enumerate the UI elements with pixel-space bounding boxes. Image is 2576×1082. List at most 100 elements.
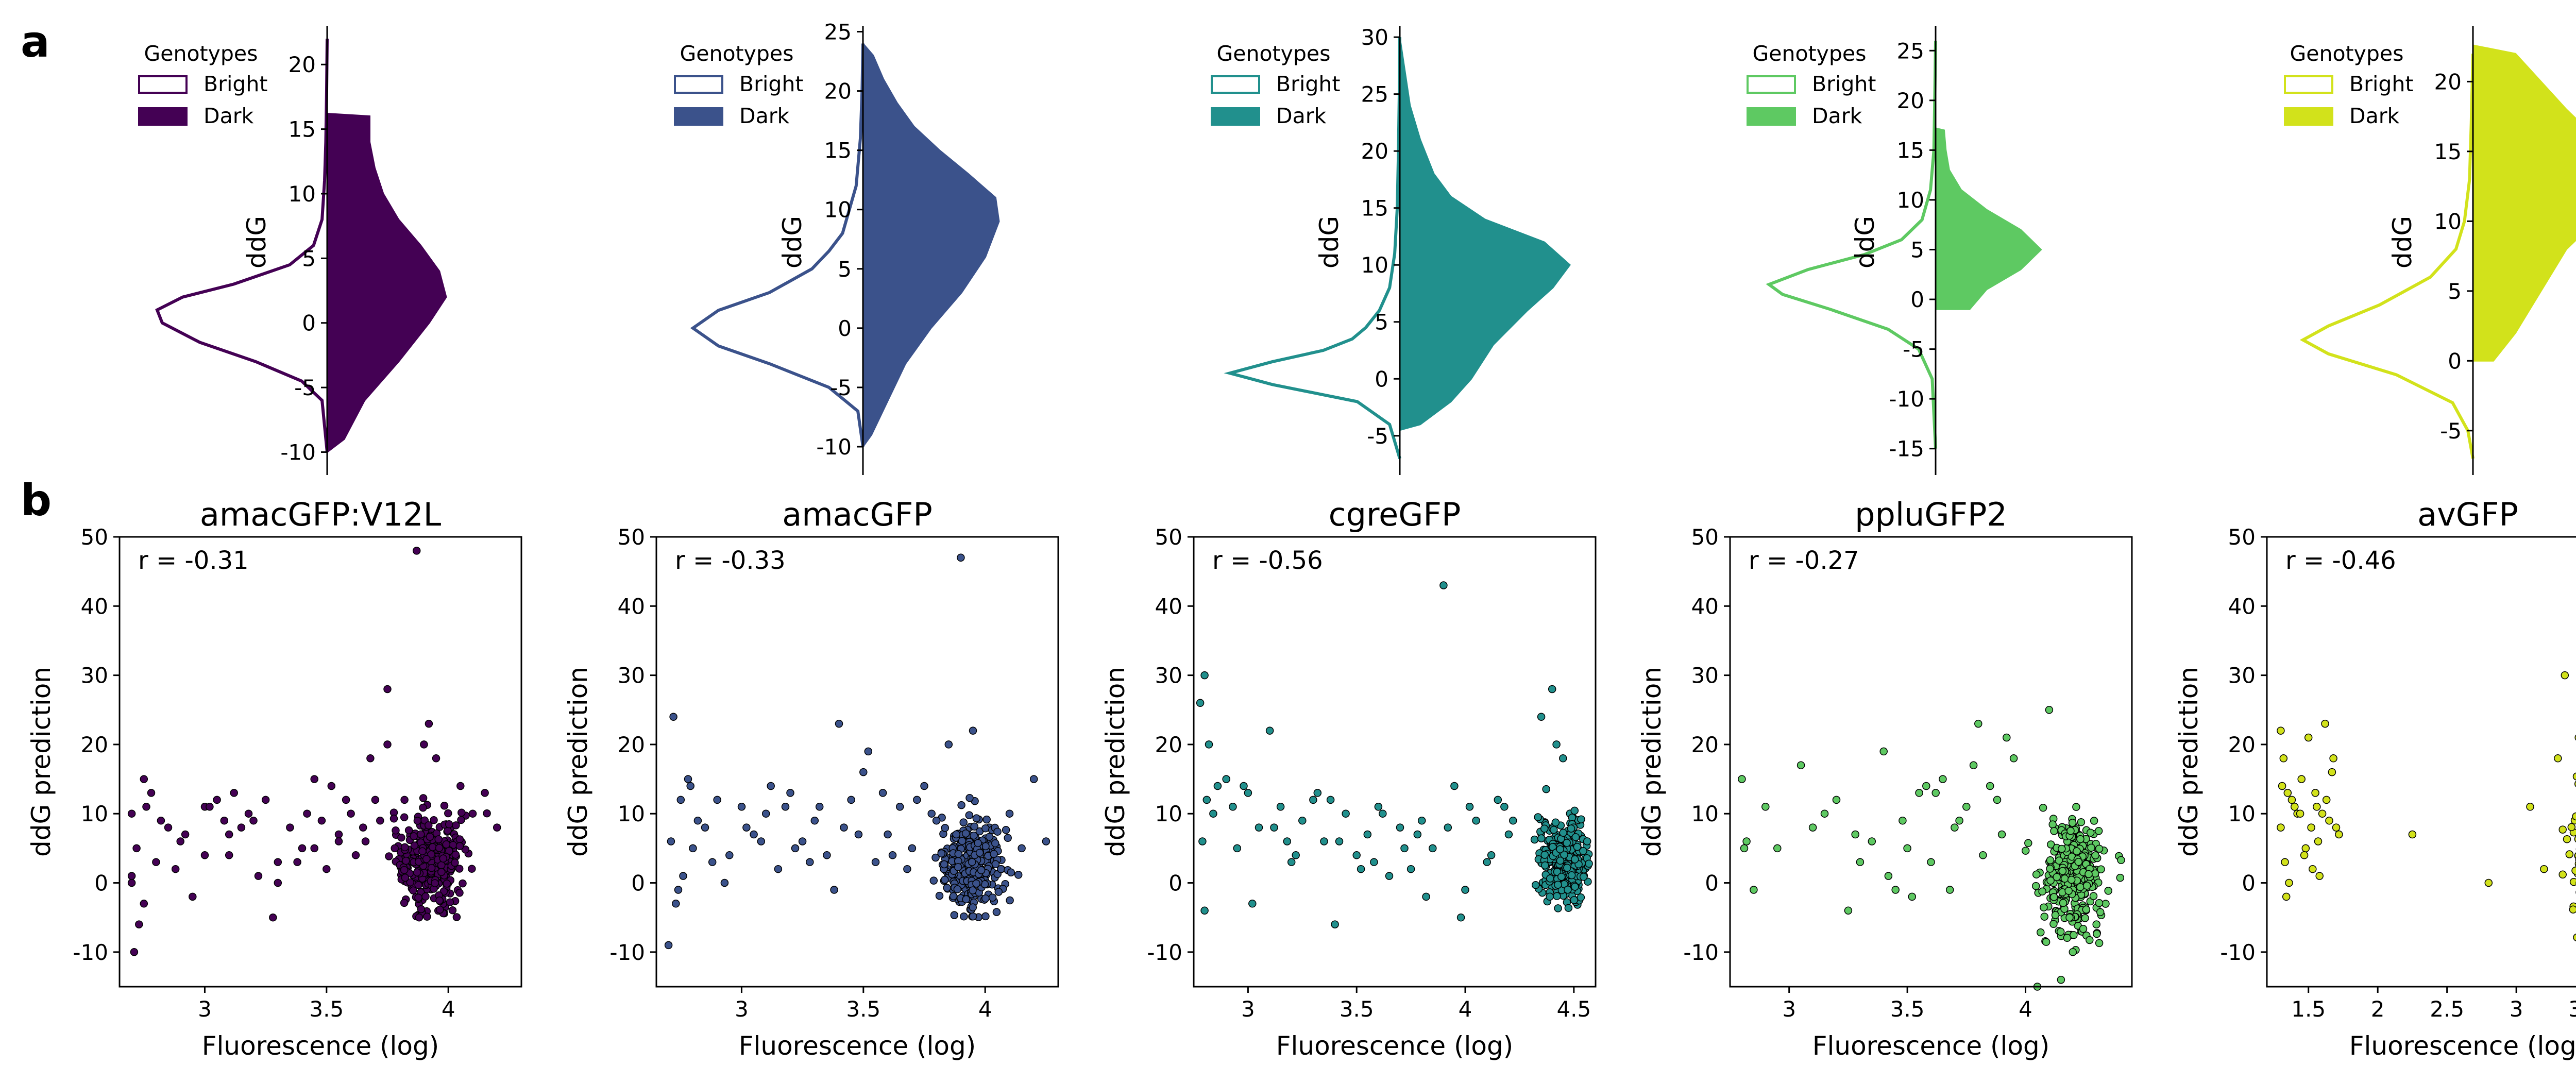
y-tick-label: 40 — [1155, 594, 1182, 619]
scatter-point — [2315, 872, 2324, 880]
scatter-point — [988, 893, 997, 902]
scatter-point — [1563, 864, 1571, 872]
scatter-point — [1969, 761, 1978, 769]
scatter-point — [1740, 844, 1749, 853]
scatter-point — [1413, 830, 1422, 839]
scatter-point — [1240, 782, 1248, 790]
y-tick-label: -10 — [280, 439, 316, 465]
y-axis-label: ddG prediction — [563, 667, 593, 857]
y-tick-label: 0 — [631, 871, 645, 896]
point-cluster — [2558, 772, 2576, 941]
x-tick-label: 2 — [2371, 996, 2385, 1022]
correlation-annotation: r = -0.56 — [1212, 546, 1323, 575]
scatter-point — [425, 719, 433, 728]
scatter-point — [2086, 829, 2095, 837]
scatter-point — [303, 809, 311, 818]
correlation-annotation: r = -0.33 — [675, 546, 786, 575]
scatter-point — [1820, 809, 1829, 818]
scatter-point — [2081, 914, 2089, 922]
scatter-point — [152, 858, 160, 866]
scatter-point — [972, 814, 981, 822]
scatter-point — [413, 868, 421, 876]
scatter-point — [1945, 886, 1954, 894]
y-tick-label: 40 — [618, 594, 645, 619]
scatter-point — [679, 872, 687, 880]
scatter-point — [2087, 843, 2095, 852]
scatter-point — [1550, 825, 1558, 834]
scatter-point — [854, 830, 863, 839]
scatter-point — [431, 879, 439, 887]
scatter-point — [823, 851, 831, 859]
scatter-point — [400, 813, 409, 821]
scatter-point — [957, 553, 965, 562]
scatter-point — [206, 803, 214, 811]
scatter-point — [1583, 837, 1591, 846]
scatter-point — [958, 837, 967, 845]
plot-frame — [118, 536, 522, 988]
scatter-point — [142, 803, 150, 811]
scatter-point — [298, 844, 307, 853]
scatter-point — [1456, 913, 1465, 922]
correlation-annotation: r = -0.31 — [138, 546, 249, 575]
chart-title: cgreGFP — [1329, 496, 1461, 533]
scatter-point — [935, 891, 944, 900]
legend-label-dark: Dark — [739, 104, 790, 128]
scatter-point — [2565, 850, 2574, 858]
scatter-point — [1313, 789, 1322, 797]
scatter-point — [2104, 887, 2112, 895]
scatter-point — [2049, 920, 2058, 928]
scatter-point — [130, 948, 139, 956]
correlation-annotation: r = -0.46 — [2285, 546, 2396, 575]
scatter-point — [1465, 803, 1474, 811]
scatter-point — [847, 796, 855, 804]
violin-chart-3: -5 0 5 10 15 20 25 30 ddG Genotypes Bright Dark — [1211, 25, 1571, 475]
scatter-point — [421, 892, 430, 901]
correlation-annotation: r = -0.27 — [1749, 546, 1859, 575]
scatter-point — [455, 889, 464, 897]
scatter-point — [969, 726, 977, 735]
scatter-point — [1002, 826, 1010, 834]
y-tick-label: 20 — [824, 79, 852, 104]
y-axis-label: ddG prediction — [1100, 667, 1130, 857]
x-axis-label: Fluorescence (log) — [1812, 1031, 2050, 1061]
y-tick-label: -10 — [609, 940, 645, 965]
y-axis-label: ddG prediction — [26, 667, 56, 857]
scatter-point — [410, 841, 419, 850]
scatter-point — [286, 823, 294, 832]
y-tick-label: 30 — [1155, 663, 1182, 688]
scatter-point — [2561, 671, 2569, 680]
scatter-point — [2282, 892, 2291, 901]
scatter-point — [672, 900, 680, 908]
scatter-point — [1504, 830, 1513, 839]
scatter-point — [1213, 782, 1222, 790]
y-tick-label: 0 — [2242, 871, 2256, 896]
scatter-point — [400, 899, 409, 907]
scatter-point — [402, 856, 410, 865]
scatter-point — [1808, 823, 1817, 832]
scatter-point — [1579, 873, 1588, 881]
scatter-point — [274, 858, 282, 866]
legend-label-dark: Dark — [2349, 104, 2400, 128]
scatter-point — [1571, 855, 1579, 864]
scatter-point — [435, 896, 444, 905]
y-tick-label: 10 — [1897, 188, 1924, 213]
y-tick-label: 10 — [81, 801, 108, 826]
legend-label-dark: Dark — [204, 104, 254, 128]
scatter-point — [2572, 772, 2576, 781]
scatter-point — [737, 803, 746, 811]
scatter-point — [2569, 877, 2576, 886]
scatter-point — [2325, 816, 2333, 825]
scatter-point — [931, 853, 940, 862]
scatter-point — [434, 835, 443, 843]
y-tick-label: -10 — [1683, 940, 1719, 965]
scatter-point — [806, 858, 814, 866]
scatter-point — [2058, 844, 2066, 853]
scatter-point — [2046, 876, 2055, 885]
scatter-point — [937, 849, 946, 858]
scatter-point — [920, 782, 928, 790]
violin-half-dark — [2472, 44, 2576, 362]
scatter-point — [1320, 837, 1328, 846]
scatter-point — [701, 823, 709, 832]
y-tick-label: 50 — [1155, 525, 1182, 550]
y-tick-label: 15 — [1897, 138, 1924, 163]
